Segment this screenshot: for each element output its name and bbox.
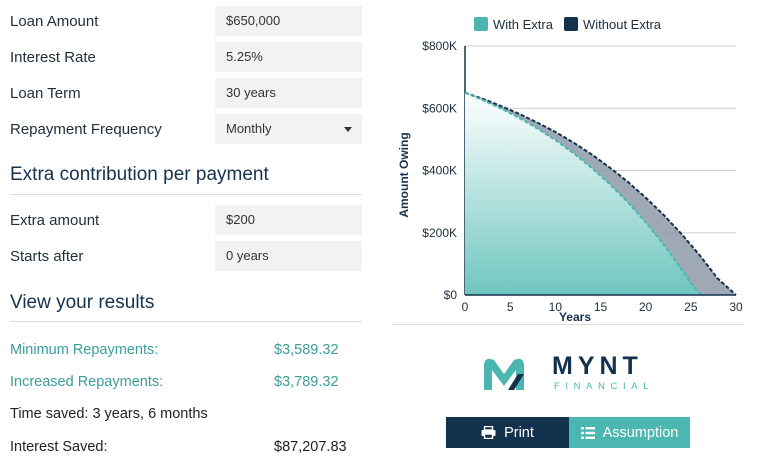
minimum-repayments-value: $3,589.32 [274, 342, 339, 358]
y-tick-label: $800K [422, 39, 457, 53]
area-with-extra [465, 92, 705, 295]
loan-term-label: Loan Term [10, 85, 81, 102]
loan-amount-label: Loan Amount [10, 13, 99, 30]
extra-divider [10, 194, 362, 195]
y-tick-label: $400K [422, 164, 457, 178]
assumption-button-label: Assumption [602, 424, 679, 441]
interest-rate-label: Interest Rate [10, 49, 96, 66]
logo-mark-accent-icon [508, 374, 524, 390]
extra-amount-row: Extra amount $200 [10, 205, 362, 235]
y-tick-label: $600K [422, 101, 457, 115]
mynt-financial-logo: MYNT FINANCIAL [484, 352, 654, 392]
printer-icon [481, 426, 496, 439]
chart-legend: With Extra Without Extra [474, 17, 662, 32]
increased-repayments-value: $3,789.32 [274, 374, 339, 390]
loan-amount-input[interactable]: $650,000 [215, 6, 362, 36]
loan-amount-row: Loan Amount $650,000 [10, 6, 362, 36]
print-button-label: Print [504, 424, 534, 441]
loan-term-row: Loan Term 30 years [10, 78, 362, 108]
line-with-extra [464, 91, 705, 296]
repayment-frequency-row: Repayment Frequency Monthly [10, 114, 362, 144]
loan-term-input[interactable]: 30 years [215, 78, 362, 108]
x-tick-label: 25 [684, 300, 698, 314]
x-tick-label: 30 [729, 300, 743, 314]
results-heading: View your results [10, 292, 155, 313]
logo-wordmark: MYNT [552, 352, 643, 380]
logo-mark-icon [484, 358, 524, 390]
y-axis-label: Amount Owing [397, 132, 411, 217]
assumption-button[interactable]: Assumption [569, 417, 690, 448]
repayment-frequency-select[interactable]: Monthly [215, 114, 362, 144]
interest-rate-input[interactable]: 5.25% [215, 42, 362, 72]
y-tick-label: $0 [444, 288, 458, 302]
x-tick-label: 5 [507, 300, 514, 314]
extra-amount-input[interactable]: $200 [215, 205, 362, 235]
starts-after-label: Starts after [10, 248, 84, 265]
y-axis-ticks: $0 $200K $400K $600K $800K [422, 39, 457, 302]
interest-rate-row: Interest Rate 5.25% [10, 42, 362, 72]
time-saved-text: Time saved: 3 years, 6 months [10, 406, 208, 422]
x-tick-label: 10 [549, 300, 563, 314]
extra-amount-label: Extra amount [10, 212, 100, 229]
x-axis-ticks: 0 5 10 15 20 25 30 [462, 300, 743, 314]
print-button[interactable]: Print [446, 417, 569, 448]
legend-with-extra: With Extra [493, 17, 554, 32]
legend-swatch-with-extra[interactable] [474, 17, 488, 31]
legend-without-extra: Without Extra [583, 17, 662, 32]
starts-after-input[interactable]: 0 years [215, 241, 362, 271]
x-tick-label: 15 [594, 300, 608, 314]
increased-repayments-label: Increased Repayments: [10, 374, 164, 390]
chart-areas [464, 91, 737, 296]
results-divider [10, 321, 362, 322]
legend-swatch-without-extra[interactable] [564, 17, 578, 31]
amount-owing-chart: With Extra Without Extra $0 $200K $400K $60… [397, 17, 743, 324]
repayment-frequency-label: Repayment Frequency [10, 121, 162, 138]
x-axis-label: Years [559, 310, 591, 324]
interest-saved-label: Interest Saved: [10, 439, 108, 455]
x-tick-label: 20 [639, 300, 653, 314]
list-icon [580, 426, 595, 439]
chart-divider [392, 324, 744, 325]
line-without-extra [464, 91, 737, 296]
starts-after-row: Starts after 0 years [10, 241, 362, 271]
minimum-repayments-label: Minimum Repayments: [10, 342, 159, 358]
extra-contribution-heading: Extra contribution per payment [10, 164, 269, 185]
x-tick-label: 0 [462, 300, 469, 314]
interest-saved-value: $87,207.83 [274, 439, 347, 455]
logo-subtitle: FINANCIAL [554, 381, 654, 392]
y-tick-label: $200K [422, 226, 457, 240]
